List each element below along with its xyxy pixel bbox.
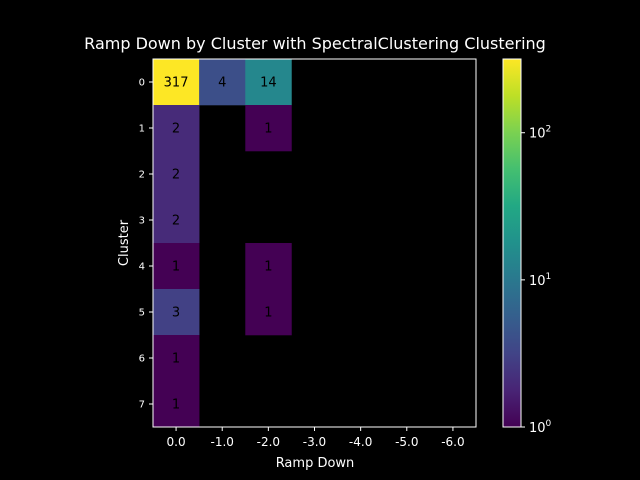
cell-value-label-6-0: 1	[172, 352, 180, 367]
y-tick-label: 3	[139, 216, 145, 227]
heatmap-cell-1-2	[245, 105, 292, 152]
y-tick-label: 1	[139, 124, 145, 135]
cell-value-label-4-0: 1	[172, 260, 180, 275]
x-axis-ticks: 0.0 -1.0 -2.0 -3.0 -4.0 -5.0 -6.0	[167, 427, 465, 449]
heatmap-cell-6-0	[153, 335, 200, 382]
heatmap-cell-5-0	[153, 289, 200, 336]
x-axis-label: Ramp Down	[276, 456, 355, 471]
colorbar-tick-label: 100	[529, 419, 552, 436]
x-tick-label: -5.0	[395, 435, 418, 449]
y-tick-label: 5	[139, 308, 145, 319]
y-axis-ticks: 0 1 2 3 4 5 6 7	[139, 78, 153, 411]
cell-value-label-5-2: 1	[264, 306, 272, 321]
heatmap-cell-7-0	[153, 381, 200, 428]
heatmap-cell-1-0	[153, 105, 200, 152]
y-axis-label: Cluster	[117, 219, 132, 266]
heatmap-cell-0-1	[199, 59, 246, 106]
heatmap-cell-4-0	[153, 243, 200, 290]
cell-value-label-2-0: 2	[172, 168, 180, 183]
cell-value-label-7-0: 1	[172, 398, 180, 413]
cell-value-label-0-0: 317	[164, 76, 189, 91]
chart-title: Ramp Down by Cluster with SpectralCluste…	[84, 34, 546, 53]
heatmap-cell-4-2	[245, 243, 292, 290]
x-tick-label: -2.0	[257, 435, 280, 449]
colorbar-ticks: 100 101 102	[521, 125, 552, 436]
x-tick-label: 0.0	[167, 435, 186, 449]
cell-value-label-0-1: 4	[218, 76, 226, 91]
y-tick-label: 0	[139, 78, 145, 89]
heatmap-cell-5-2	[245, 289, 292, 336]
cell-value-label-1-0: 2	[172, 122, 180, 137]
x-tick-label: -6.0	[441, 435, 464, 449]
cell-value-label-5-0: 3	[172, 306, 180, 321]
colorbar	[502, 58, 522, 428]
y-tick-label: 2	[139, 170, 145, 181]
plot-frame	[152, 58, 477, 428]
x-tick-label: -3.0	[303, 435, 326, 449]
heatmap-cells	[153, 59, 292, 428]
heatmap-cell-0-2	[245, 59, 292, 106]
cell-value-label-0-2: 14	[260, 76, 277, 91]
heatmap-cell-3-0	[153, 197, 200, 244]
heatmap-cell-2-0	[153, 151, 200, 198]
heatmap-cell-0-0	[153, 59, 200, 106]
colorbar-tick-label: 101	[529, 272, 551, 289]
y-tick-label: 7	[139, 400, 145, 411]
x-tick-label: -4.0	[349, 435, 372, 449]
cell-value-label-3-0: 2	[172, 214, 180, 229]
y-tick-label: 6	[139, 354, 145, 365]
cell-value-label-4-2: 1	[264, 260, 272, 275]
cell-value-label-1-2: 1	[264, 122, 272, 137]
y-tick-label: 4	[139, 262, 145, 273]
colorbar-tick-label: 102	[529, 125, 551, 142]
x-tick-label: -1.0	[211, 435, 234, 449]
heatmap-cell-labels: 317 4 14 2 1 2 2 1 1 3 1 1 1	[164, 76, 277, 413]
